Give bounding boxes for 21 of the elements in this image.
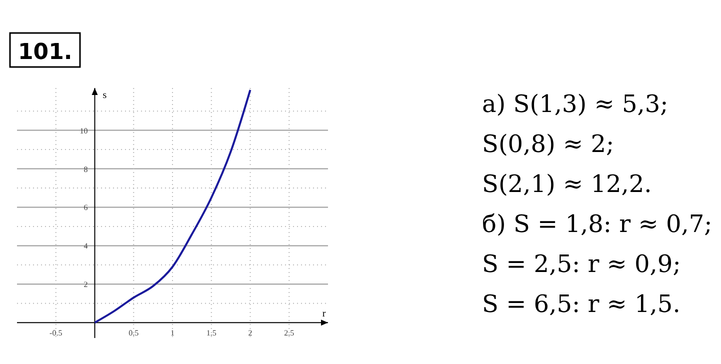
chart-title: 101.	[18, 40, 72, 65]
y-axis-title: s	[102, 90, 107, 101]
x-tick-label: 0.5	[128, 328, 139, 338]
text: S = 6,5: r ≈ 1,5.	[482, 290, 680, 318]
x-tick-label: 1	[170, 328, 174, 338]
y-tick-label: 6	[84, 203, 88, 212]
text: S(0,8) ≈ 2;	[482, 130, 614, 158]
x-tick-label: -0.5	[50, 328, 62, 338]
x-axis-title: r	[322, 308, 326, 320]
x-tick-label: 1.5	[206, 328, 216, 338]
y-tick-label: 2	[84, 280, 88, 290]
text: а) S(1,3) ≈ 5,3;	[482, 90, 668, 118]
x-tick-label: 2.5	[284, 328, 294, 338]
y-tick-label: 10	[80, 126, 88, 136]
line-series	[94, 88, 252, 324]
x-tick-label: 2	[248, 328, 252, 338]
y-tick-label: 4	[84, 242, 88, 251]
text: S(2,1) ≈ 12,2.	[482, 170, 652, 198]
y-tick-label: 8	[84, 164, 88, 174]
text: S = 2,5: r ≈ 0,9;	[482, 250, 681, 278]
text: б) S = 1,8: r ≈ 0,7;	[482, 210, 712, 238]
